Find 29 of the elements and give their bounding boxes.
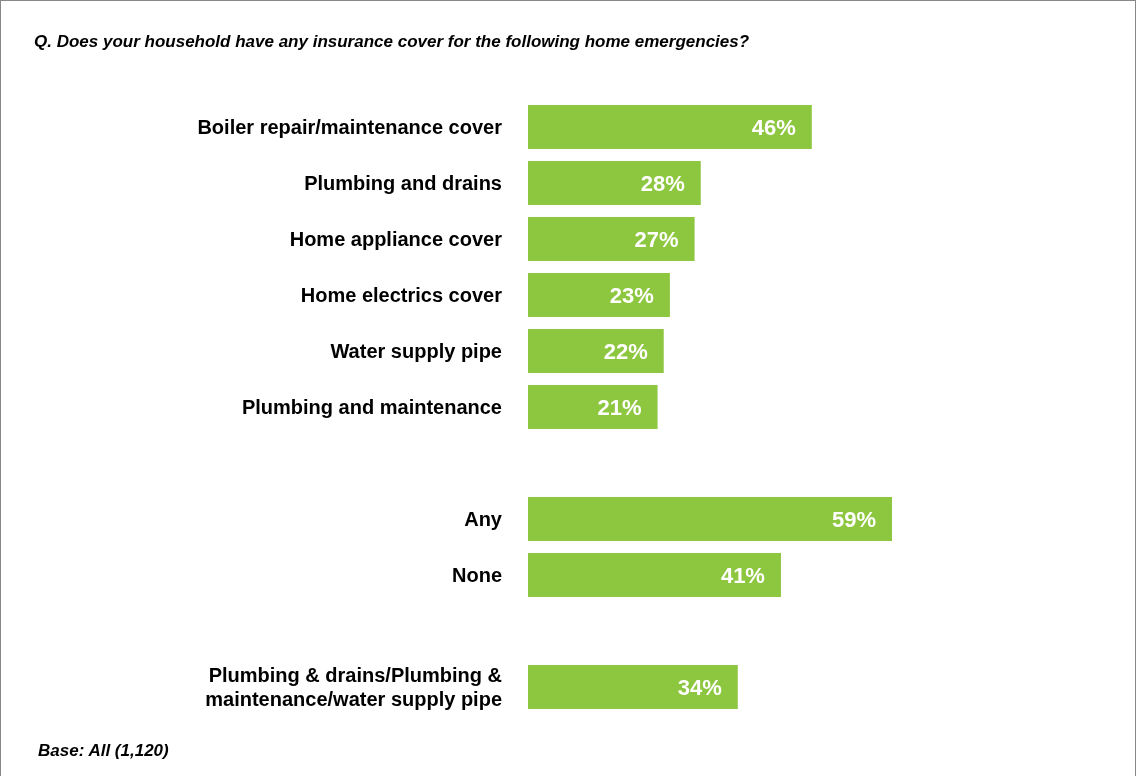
data-label: 46% bbox=[751, 114, 796, 140]
y-tick-label: Any bbox=[464, 508, 503, 530]
y-tick-label: Plumbing and maintenance bbox=[241, 396, 502, 418]
y-tick-label: Home appliance cover bbox=[289, 228, 503, 250]
data-label: 23% bbox=[609, 282, 654, 308]
bar bbox=[528, 105, 812, 149]
bar bbox=[528, 665, 738, 709]
data-label: 41% bbox=[720, 562, 765, 588]
bar bbox=[528, 329, 664, 373]
data-label: 34% bbox=[677, 674, 722, 700]
bar bbox=[528, 497, 892, 541]
data-label: 28% bbox=[640, 170, 685, 196]
text: Base: All (1,120) bbox=[38, 741, 169, 761]
data-label: 21% bbox=[597, 394, 642, 420]
bar bbox=[528, 553, 781, 597]
y-tick-label: Water supply pipe bbox=[330, 340, 502, 362]
data-label: 22% bbox=[603, 338, 648, 364]
y-tick-label: Plumbing & drains/Plumbing & maintenance/water supply pipe bbox=[205, 664, 502, 710]
bar bbox=[528, 385, 658, 429]
bar bbox=[528, 273, 670, 317]
y-tick-label: Plumbing and drains bbox=[304, 172, 502, 194]
y-tick-label: Home electrics cover bbox=[300, 284, 503, 306]
bar bbox=[528, 161, 701, 205]
data-label: 59% bbox=[831, 506, 876, 532]
y-tick-label: None bbox=[452, 564, 502, 586]
text: Q. Does your household have any insurance cover for the following home emergencies? bbox=[34, 32, 750, 52]
data-label: 27% bbox=[634, 226, 679, 252]
y-tick-label: Boiler repair/maintenance cover bbox=[197, 116, 503, 138]
bar bbox=[528, 217, 695, 261]
